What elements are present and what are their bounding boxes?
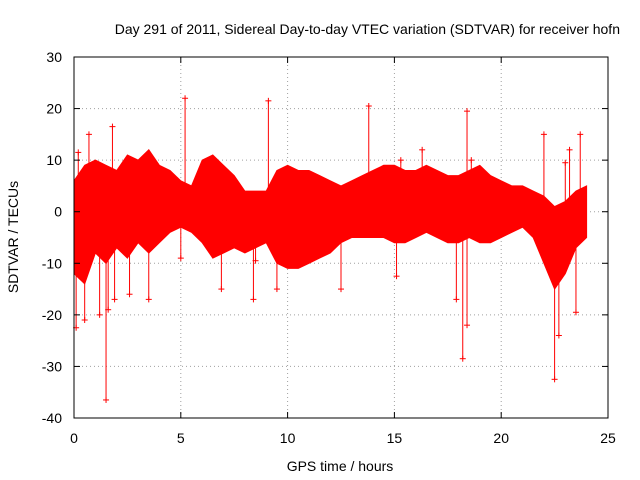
outlier-point <box>250 248 257 303</box>
y-axis-tick-labels: -40 -30 -20 -10 0 10 20 30 <box>42 49 62 426</box>
y-tick-label: -20 <box>42 307 62 323</box>
outlier-point <box>145 252 152 303</box>
outlier-point <box>464 238 471 329</box>
outlier-point <box>551 289 558 383</box>
outlier-point <box>540 131 547 197</box>
outlier-point <box>459 240 466 362</box>
axis-ticks <box>73 56 609 419</box>
plot-frame <box>73 56 609 419</box>
outlier-point <box>252 247 259 264</box>
outlier-point <box>276 169 283 195</box>
chart-title: Day 291 of 2011, Sidereal Day-to-day VTE… <box>115 21 620 37</box>
outlier-point <box>419 146 426 168</box>
sdtvar-data-band <box>73 149 588 291</box>
y-tick-label: 0 <box>54 204 62 220</box>
x-tick-label: 20 <box>493 430 509 446</box>
outlier-point <box>572 247 579 316</box>
outlier-point <box>111 250 118 303</box>
y-tick-label: 20 <box>46 101 62 117</box>
outlier-point <box>126 255 133 298</box>
outlier-point <box>562 159 569 202</box>
outlier-point <box>555 282 562 339</box>
outlier-point <box>566 146 573 198</box>
x-tick-label: 15 <box>387 430 403 446</box>
outlier-point <box>397 157 404 169</box>
y-tick-label: 30 <box>46 49 62 65</box>
outlier-point <box>393 242 400 280</box>
outlier-point <box>177 227 184 262</box>
x-tick-label: 10 <box>280 430 296 446</box>
y-tick-label: -40 <box>42 410 62 426</box>
data-points <box>73 95 588 403</box>
outlier-point <box>273 263 280 293</box>
outlier-point <box>218 254 225 293</box>
outlier-point <box>75 149 82 175</box>
y-axis-label: SDTVAR / TECUs <box>5 181 21 293</box>
outlier-point <box>109 123 116 169</box>
outlier-point <box>365 102 372 173</box>
y-tick-label: -10 <box>42 255 62 271</box>
outlier-point <box>103 263 110 403</box>
outlier-point <box>453 242 460 303</box>
outlier-point <box>96 257 103 318</box>
outlier-point <box>464 108 471 172</box>
outlier-point <box>81 283 88 324</box>
y-tick-label: -30 <box>42 358 62 374</box>
outlier-point <box>105 260 112 313</box>
x-tick-label: 0 <box>70 430 78 446</box>
x-axis-tick-labels: 0 5 10 15 20 25 <box>70 430 616 446</box>
x-axis-label: GPS time / hours <box>287 458 394 474</box>
outlier-point <box>468 157 475 170</box>
y-tick-label: 10 <box>46 152 62 168</box>
outlier-point <box>577 131 584 190</box>
x-tick-label: 5 <box>177 430 185 446</box>
outlier-point <box>265 97 272 187</box>
x-tick-label: 25 <box>600 430 616 446</box>
outlier-point <box>182 95 189 183</box>
outlier-point <box>338 242 344 293</box>
outlier-point <box>85 131 92 164</box>
